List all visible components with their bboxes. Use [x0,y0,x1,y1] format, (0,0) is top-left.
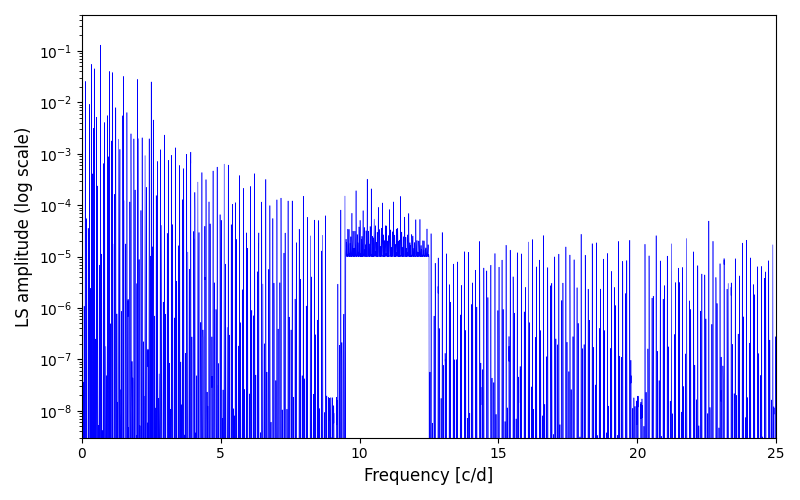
Y-axis label: LS amplitude (log scale): LS amplitude (log scale) [15,126,33,326]
X-axis label: Frequency [c/d]: Frequency [c/d] [364,467,494,485]
